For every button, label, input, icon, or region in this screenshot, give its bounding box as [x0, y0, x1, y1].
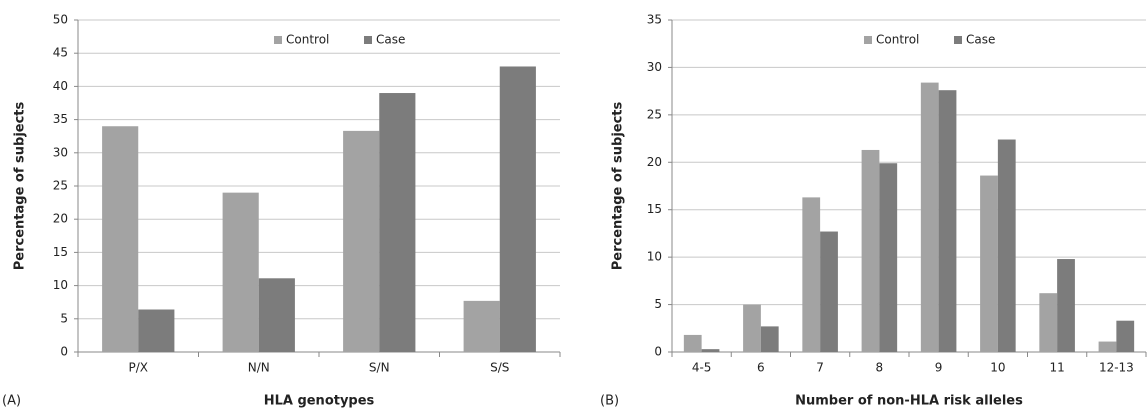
y-tick-label: 35 — [53, 112, 68, 126]
bar — [820, 231, 838, 352]
y-tick-label: 5 — [654, 297, 662, 311]
bar — [379, 93, 416, 352]
y-axis-title: Percentage of subjects — [611, 101, 626, 270]
bar — [343, 130, 380, 352]
legend-swatch — [274, 36, 282, 44]
y-tick-label: 25 — [647, 107, 662, 121]
legend-swatch — [954, 36, 962, 44]
bar — [463, 300, 500, 352]
y-tick-label: 45 — [53, 46, 68, 60]
x-tick-label: 9 — [935, 361, 943, 375]
y-tick-label: 30 — [647, 60, 662, 74]
bar — [1098, 341, 1117, 352]
y-tick-label: 25 — [53, 179, 68, 193]
bar — [138, 309, 175, 352]
y-tick-label: 20 — [647, 155, 662, 169]
legend-label: Case — [966, 33, 995, 47]
y-tick-label: 15 — [647, 202, 662, 216]
panel-label: (A) — [2, 394, 21, 409]
y-tick-label: 10 — [647, 250, 662, 264]
y-tick-label: 10 — [53, 278, 68, 292]
bar — [1116, 320, 1135, 352]
legend-label: Control — [876, 33, 919, 47]
bar — [258, 278, 295, 352]
x-tick-label: 8 — [876, 361, 884, 375]
bar — [222, 192, 259, 352]
panel-label: (B) — [600, 394, 619, 409]
bar — [861, 149, 880, 352]
y-tick-label: 0 — [60, 345, 68, 359]
x-tick-label: 4-5 — [692, 361, 712, 375]
x-tick-label: 12-13 — [1099, 361, 1134, 375]
x-tick-label: 7 — [816, 361, 824, 375]
bar — [920, 82, 939, 352]
legend-label: Control — [286, 33, 329, 47]
y-tick-label: 30 — [53, 145, 68, 159]
bar — [1039, 293, 1058, 352]
bar — [980, 175, 998, 352]
bar — [683, 334, 702, 352]
y-tick-label: 15 — [53, 245, 68, 259]
bar — [102, 126, 139, 353]
x-tick-label: 11 — [1049, 361, 1064, 375]
y-tick-label: 0 — [654, 345, 662, 359]
y-tick-label: 35 — [647, 13, 662, 27]
bar — [1057, 259, 1075, 352]
y-tick-label: 50 — [53, 13, 68, 27]
bar — [997, 139, 1016, 352]
bar — [879, 163, 898, 352]
x-tick-label: S/N — [369, 361, 390, 375]
x-tick-label: P/X — [129, 361, 149, 375]
legend-swatch — [364, 36, 372, 44]
legend-swatch — [864, 36, 872, 44]
y-tick-label: 20 — [53, 212, 68, 226]
y-axis-title: Percentage of subjects — [13, 101, 28, 270]
y-tick-label: 5 — [60, 311, 68, 325]
bar — [760, 326, 779, 352]
bar — [743, 304, 761, 352]
bar — [802, 197, 821, 352]
x-tick-label: 6 — [757, 361, 765, 375]
y-tick-label: 40 — [53, 79, 68, 93]
x-tick-label: 10 — [990, 361, 1005, 375]
bar — [938, 90, 957, 353]
legend-label: Case — [376, 33, 405, 47]
x-axis-title: HLA genotypes — [264, 394, 375, 409]
bar — [701, 349, 720, 352]
bar — [499, 66, 536, 352]
x-tick-label: N/N — [248, 361, 270, 375]
x-axis-title: Number of non-HLA risk alleles — [795, 394, 1023, 409]
x-tick-label: S/S — [490, 361, 509, 375]
